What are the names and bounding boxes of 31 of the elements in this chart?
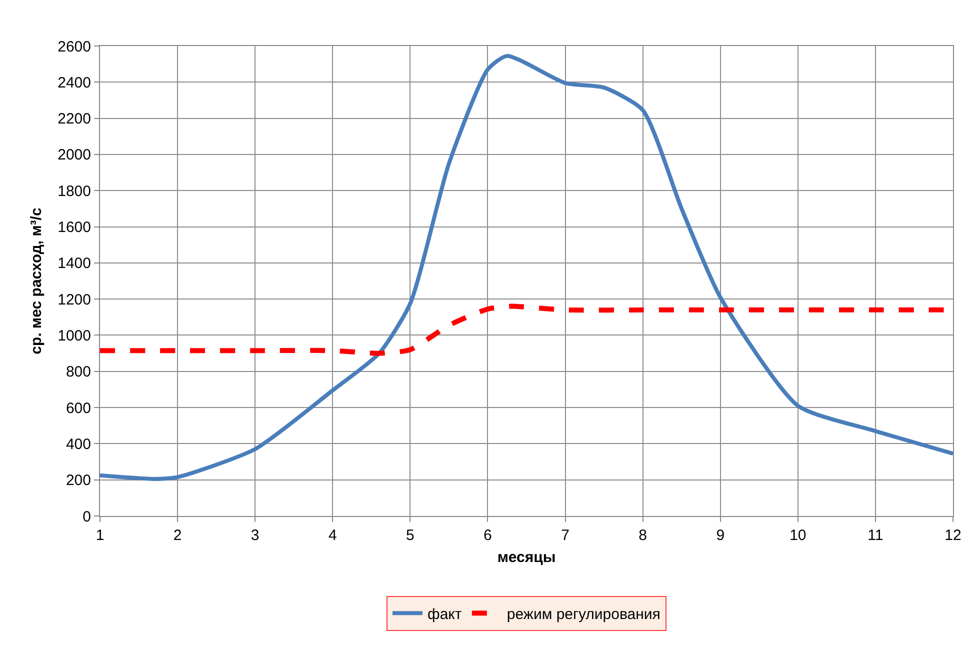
x-tick-label: 2 (173, 527, 182, 544)
x-tick-label: 6 (484, 527, 492, 544)
x-tick-label: 4 (328, 527, 337, 544)
y-tick-label: 2600 (58, 38, 91, 56)
x-tick-label: 11 (868, 527, 884, 544)
y-tick-label: 1200 (58, 291, 91, 308)
y-tick-label: 1800 (58, 182, 91, 200)
x-tick-label: 7 (561, 527, 570, 544)
x-tick-label: 3 (250, 527, 260, 544)
x-tick-label: 8 (638, 527, 647, 544)
y-tick-label: 200 (66, 472, 91, 490)
x-axis-title: месяцы (497, 549, 556, 566)
y-tick-label: 800 (66, 364, 91, 381)
x-tick-label: 5 (406, 527, 414, 544)
x-tick-label: 9 (716, 527, 725, 544)
x-tick-label: 12 (944, 527, 962, 544)
y-axis-title: ср. мес расход, м³/с (28, 208, 45, 354)
y-tick-label: 2200 (58, 110, 91, 128)
y-tick-label: 600 (66, 400, 91, 417)
y-tick-label: 400 (66, 436, 91, 453)
y-tick-label: 0 (82, 508, 91, 526)
line-series (100, 54, 953, 481)
y-tick-label: 2400 (58, 74, 91, 92)
y-tick-label: 2000 (58, 146, 91, 164)
x-tick-label: 1 (96, 527, 104, 544)
y-tick-label: 1000 (58, 327, 91, 344)
y-tick-label: 1400 (58, 255, 91, 272)
legend-label: режим регулирования (506, 606, 660, 623)
legend-label: факт (428, 606, 462, 623)
x-tick-label: 10 (790, 527, 806, 544)
y-tick-label: 1600 (58, 219, 91, 236)
